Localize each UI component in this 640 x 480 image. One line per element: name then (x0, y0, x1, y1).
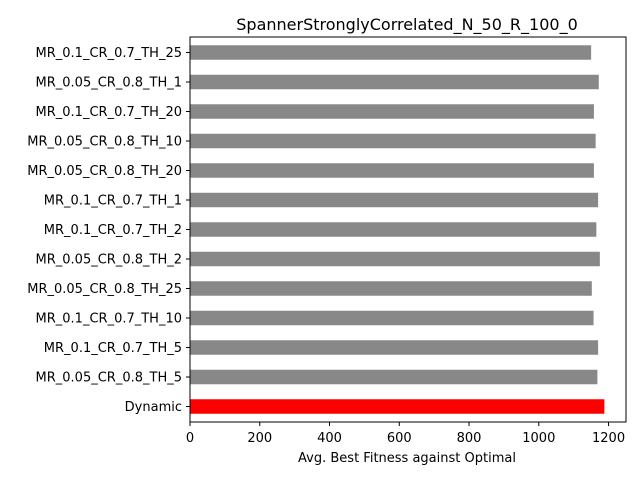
bar-2 (190, 104, 594, 119)
bar-6 (190, 222, 597, 237)
x-tick-label: 400 (317, 431, 342, 446)
x-tick-label: 200 (247, 431, 272, 446)
y-tick-label: MR_0.1_CR_0.7_TH_2 (44, 223, 182, 238)
plot-frame (189, 36, 627, 423)
bar-4 (190, 163, 594, 178)
y-tick-label: MR_0.05_CR_0.8_TH_5 (36, 371, 182, 386)
y-tick-label: MR_0.05_CR_0.8_TH_10 (27, 135, 182, 150)
bar-1 (190, 74, 599, 90)
y-tick-label: MR_0.1_CR_0.7_TH_20 (36, 105, 182, 120)
bar-5 (190, 192, 599, 208)
bar-11 (190, 369, 598, 385)
y-tick-label: MR_0.1_CR_0.7_TH_1 (44, 194, 182, 209)
bar-9 (190, 310, 594, 326)
y-tick-label: MR_0.1_CR_0.7_TH_10 (36, 312, 182, 327)
bar-8 (190, 281, 592, 296)
bar-10 (190, 340, 599, 355)
y-tick-label: MR_0.05_CR_0.8_TH_1 (36, 76, 182, 91)
x-tick-label: 0 (186, 431, 194, 446)
y-tick-label: MR_0.05_CR_0.8_TH_20 (27, 164, 182, 179)
y-tick-label: Dynamic (125, 400, 182, 415)
y-tick-label: MR_0.05_CR_0.8_TH_25 (27, 282, 182, 297)
x-axis-label: Avg. Best Fitness against Optimal (298, 451, 516, 466)
x-tick-label: 600 (387, 431, 412, 446)
chart-title: SpannerStronglyCorrelated_N_50_R_100_0 (236, 15, 578, 35)
bar-12 (190, 399, 605, 414)
x-axis-ticks: 0 200 400 600 800 1000 1200 (186, 422, 625, 446)
y-tick-label: MR_0.1_CR_0.7_TH_25 (36, 46, 182, 61)
y-tick-label: MR_0.05_CR_0.8_TH_2 (36, 253, 182, 268)
y-tick-label: MR_0.1_CR_0.7_TH_5 (44, 341, 182, 356)
bars-group (190, 45, 605, 414)
bar-7 (190, 251, 600, 267)
y-axis-ticks: MR_0.1_CR_0.7_TH_25 MR_0.05_CR_0.8_TH_1 MR… (27, 46, 190, 415)
x-tick-label: 1200 (592, 431, 625, 446)
x-tick-label: 1000 (522, 431, 555, 446)
bar-0 (190, 45, 592, 60)
bar-3 (190, 133, 596, 149)
x-tick-label: 800 (457, 431, 482, 446)
